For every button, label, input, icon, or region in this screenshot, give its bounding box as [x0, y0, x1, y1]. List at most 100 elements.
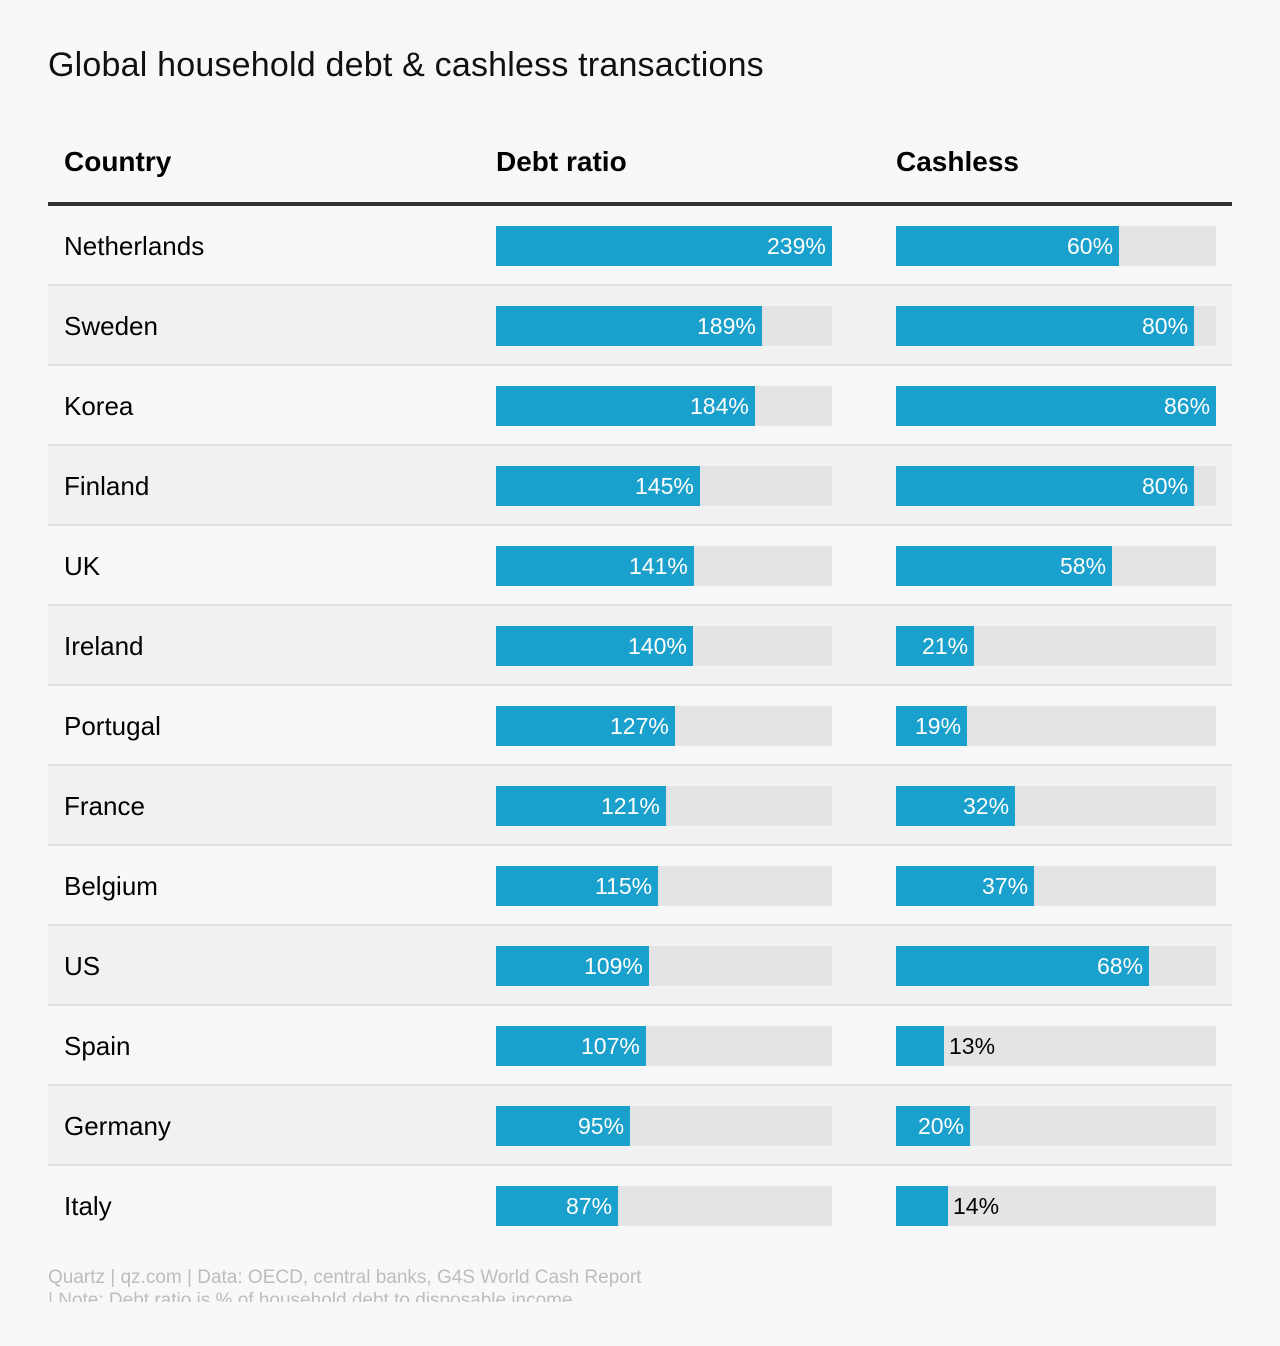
table-row: Sweden 189% 80%: [48, 286, 1232, 366]
cash-bar-track: 21%: [896, 626, 1216, 666]
country-name: Portugal: [64, 711, 161, 741]
debt-bar: [496, 1106, 630, 1146]
debt-bar: [496, 866, 658, 906]
cash-bar-track: 14%: [896, 1186, 1216, 1226]
debt-bar-track: 127%: [496, 706, 832, 746]
debt-bar: [496, 306, 762, 346]
country-name: Spain: [64, 1031, 131, 1061]
debt-bar: [496, 946, 649, 986]
country-name: Sweden: [64, 311, 158, 341]
debt-value-label: 121%: [601, 793, 660, 819]
chart-title: Global household debt & cashless transac…: [48, 46, 764, 84]
debt-value-label: 239%: [767, 233, 826, 259]
cash-bar: [896, 386, 1216, 426]
debt-value-label: 145%: [635, 473, 694, 499]
cash-bar-track: 58%: [896, 546, 1216, 586]
cash-bar: [896, 946, 1149, 986]
cash-bar-track: 37%: [896, 866, 1216, 906]
country-name: Italy: [64, 1191, 112, 1221]
cash-bar: [896, 706, 967, 746]
table-row: Korea 184% 86%: [48, 366, 1232, 446]
table-row: Finland 145% 80%: [48, 446, 1232, 526]
debt-bar-track: 239%: [496, 226, 832, 266]
footer-source: Quartz | qz.com | Data: OECD, central ba…: [48, 1267, 642, 1288]
cash-bar: [896, 1186, 948, 1226]
debt-bar: [496, 626, 693, 666]
table-body: Netherlands 239% 60% Sweden 189% 80% Korea 184%…: [48, 206, 1232, 1246]
cash-bar: [896, 466, 1194, 506]
debt-bar-track: 95%: [496, 1106, 832, 1146]
cash-bar-track: 13%: [896, 1026, 1216, 1066]
source-footer: Quartz | qz.com | Data: OECD, central ba…: [48, 1266, 641, 1302]
debt-value-label: 184%: [690, 393, 749, 419]
cash-bar: [896, 786, 1015, 826]
table-row: France 121% 32%: [48, 766, 1232, 846]
cash-value-label: 68%: [1097, 953, 1144, 979]
debt-bar: [496, 1026, 646, 1066]
cash-bar-track: 20%: [896, 1106, 1216, 1146]
cash-value-label: 13%: [949, 1033, 996, 1059]
cash-bar-track: 68%: [896, 946, 1216, 986]
country-name: Netherlands: [64, 231, 205, 261]
cash-value-label: 60%: [1067, 233, 1114, 259]
footer-note: | Note: Debt ratio is % of household deb…: [48, 1290, 573, 1302]
debt-bar-track: 109%: [496, 946, 832, 986]
cash-bar-track: 32%: [896, 786, 1216, 826]
cash-value-label: 14%: [953, 1193, 1000, 1219]
table-row: Portugal 127% 19%: [48, 686, 1232, 766]
cash-value-label: 80%: [1142, 473, 1189, 499]
cash-bar-track: 80%: [896, 306, 1216, 346]
debt-bar-track: 107%: [496, 1026, 832, 1066]
table-row: Ireland 140% 21%: [48, 606, 1232, 686]
cash-value-label: 58%: [1060, 553, 1107, 579]
debt-bar-track: 87%: [496, 1186, 832, 1226]
cash-bar: [896, 226, 1119, 266]
table-row: UK 141% 58%: [48, 526, 1232, 606]
cash-bar: [896, 866, 1034, 906]
debt-value-label: 189%: [697, 313, 756, 339]
debt-value-label: 127%: [610, 713, 669, 739]
cash-bar: [896, 1026, 944, 1066]
cash-value-label: 80%: [1142, 313, 1189, 339]
table-row: Netherlands 239% 60%: [48, 206, 1232, 286]
debt-value-label: 115%: [595, 873, 653, 899]
country-name: US: [64, 951, 101, 981]
debt-bar: [496, 786, 666, 826]
country-name: Germany: [64, 1111, 171, 1141]
cash-value-label: 37%: [982, 873, 1029, 899]
debt-bar: [496, 706, 675, 746]
debt-bar-track: 145%: [496, 466, 832, 506]
cash-value-label: 32%: [963, 793, 1010, 819]
debt-bar: [496, 386, 755, 426]
debt-bar: [496, 1186, 618, 1226]
debt-bar-track: 121%: [496, 786, 832, 826]
cash-bar: [896, 306, 1194, 346]
cash-value-label: 20%: [918, 1113, 965, 1139]
debt-bar-track: 184%: [496, 386, 832, 426]
cash-value-label: 19%: [915, 713, 962, 739]
table-row: Belgium 115% 37%: [48, 846, 1232, 926]
cash-bar-track: 86%: [896, 386, 1216, 426]
column-header-cashless: Cashless: [896, 146, 1019, 177]
table-row: Italy 87% 14%: [48, 1166, 1232, 1246]
cash-value-label: 21%: [922, 633, 969, 659]
country-name: Korea: [64, 391, 134, 421]
column-header-country: Country: [64, 146, 172, 177]
country-name: UK: [64, 551, 101, 581]
debt-value-label: 95%: [578, 1113, 625, 1139]
debt-bar-track: 115%: [496, 866, 832, 906]
table-row: US 109% 68%: [48, 926, 1232, 1006]
cash-bar: [896, 626, 974, 666]
debt-bar-track: 140%: [496, 626, 832, 666]
debt-value-label: 107%: [581, 1033, 640, 1059]
country-name: Belgium: [64, 871, 158, 901]
cash-bar: [896, 546, 1112, 586]
cash-bar: [896, 1106, 970, 1146]
debt-bar-track: 189%: [496, 306, 832, 346]
country-name: France: [64, 791, 145, 821]
cash-value-label: 86%: [1164, 393, 1211, 419]
table-row: Germany 95% 20%: [48, 1086, 1232, 1166]
column-header-debt-ratio: Debt ratio: [496, 146, 627, 177]
debt-value-label: 87%: [566, 1193, 613, 1219]
cash-bar-track: 60%: [896, 226, 1216, 266]
